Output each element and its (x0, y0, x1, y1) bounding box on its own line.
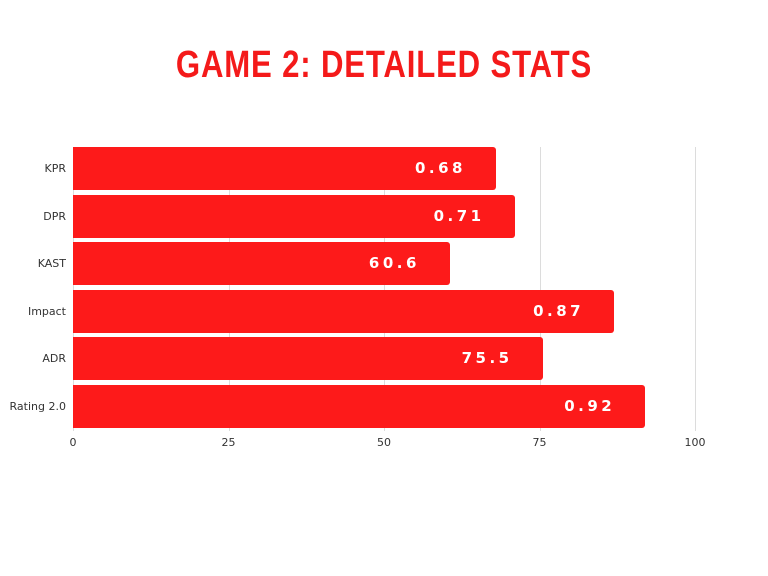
gridline (695, 147, 696, 431)
bar: 0.68 (73, 147, 496, 190)
category-label: KAST (37, 257, 66, 271)
bar-value-label: 0.87 (533, 301, 585, 320)
bar: 60.6 (73, 242, 450, 286)
gridline (384, 147, 385, 431)
x-tick-label: 0 (69, 436, 77, 449)
x-tick-label: 100 (684, 436, 706, 449)
category-label: Impact (27, 304, 66, 318)
bar: 0.92 (73, 385, 646, 428)
bar-value-label: 60.6 (368, 254, 420, 273)
x-tick-label: 50 (377, 436, 391, 449)
bar: 0.87 (73, 289, 615, 333)
bar-value-label: 0.68 (414, 159, 466, 177)
x-tick-label: 75 (532, 436, 547, 449)
category-label: Rating 2.0 (9, 400, 66, 413)
bar-value-label: 0.92 (564, 397, 616, 415)
chart-title: GAME 2: DETAILED STATS (175, 44, 593, 86)
category-label: DPR (43, 209, 66, 223)
bar-value-label: 0.71 (433, 206, 485, 225)
plot-area: 0.68 0.71 60.6 0.87 75.5 0.92 (73, 147, 696, 431)
gridline (228, 147, 230, 431)
bar: 0.71 (73, 194, 515, 238)
category-label: ADR (42, 352, 66, 366)
bar: 75.5 (73, 337, 543, 381)
bar-value-label: 75.5 (461, 349, 513, 368)
gridline (73, 147, 74, 431)
x-tick-label: 25 (221, 436, 236, 449)
gridline (539, 147, 541, 431)
category-label: KPR (44, 162, 67, 175)
